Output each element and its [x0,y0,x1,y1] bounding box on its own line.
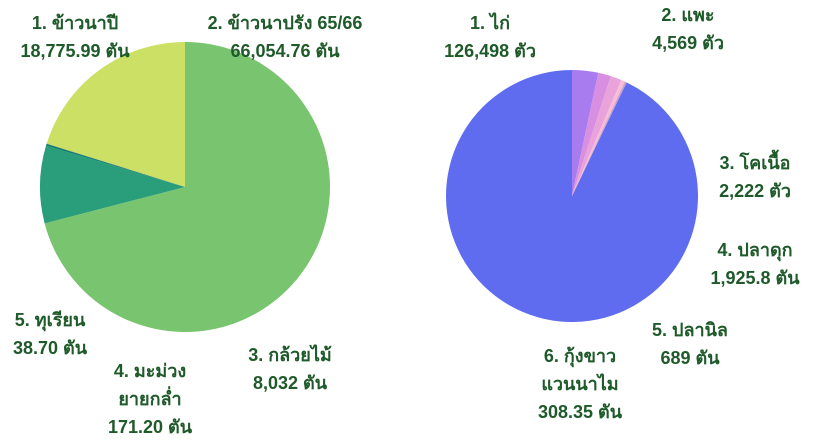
value-label: 1,925.8 ตัน [690,265,815,293]
category-label: 2. ข้าวนาปรัง 65/66 [195,10,375,38]
category-label: 1. ข้าวนาปี [0,10,150,38]
category-label: 4. ปลาดุก [690,237,815,265]
value-label: 8,032 ตัน [230,370,350,398]
category-label: 1. ไก่ [420,10,560,38]
value-label: 38.70 ตัน [0,335,105,363]
value-label: 689 ตัน [635,345,745,373]
category-label: 5. ทุเรียน [0,307,105,335]
value-label: 308.35 ตัน [525,399,635,427]
category-label: 4. มะม่วง ยายกล่ำ [100,358,200,414]
category-label: 3. กล้วยไม้ [230,342,350,370]
value-label: 171.20 ตัน [100,414,200,442]
slice-label: 3. กล้วยไม้8,032 ตัน [230,342,350,398]
category-label: 3. โคเนื้อ [700,150,810,178]
value-label: 2,222 ตัว [700,178,810,206]
value-label: 66,054.76 ตัน [195,38,375,66]
category-label: 6. กุ้งขาว แวนนาไม [525,343,635,399]
value-label: 18,775.99 ตัน [0,38,150,66]
category-label: 2. แพะ [628,2,748,30]
slice-label: 1. ไก่126,498 ตัว [420,10,560,66]
slice-label: 1. ข้าวนาปี18,775.99 ตัน [0,10,150,66]
value-label: 126,498 ตัว [420,38,560,66]
value-label: 4,569 ตัว [628,30,748,58]
infographic: 1. ข้าวนาปี18,775.99 ตัน 2. ข้าวนาปรัง 65… [0,0,815,439]
category-label: 5. ปลานิล [635,317,745,345]
